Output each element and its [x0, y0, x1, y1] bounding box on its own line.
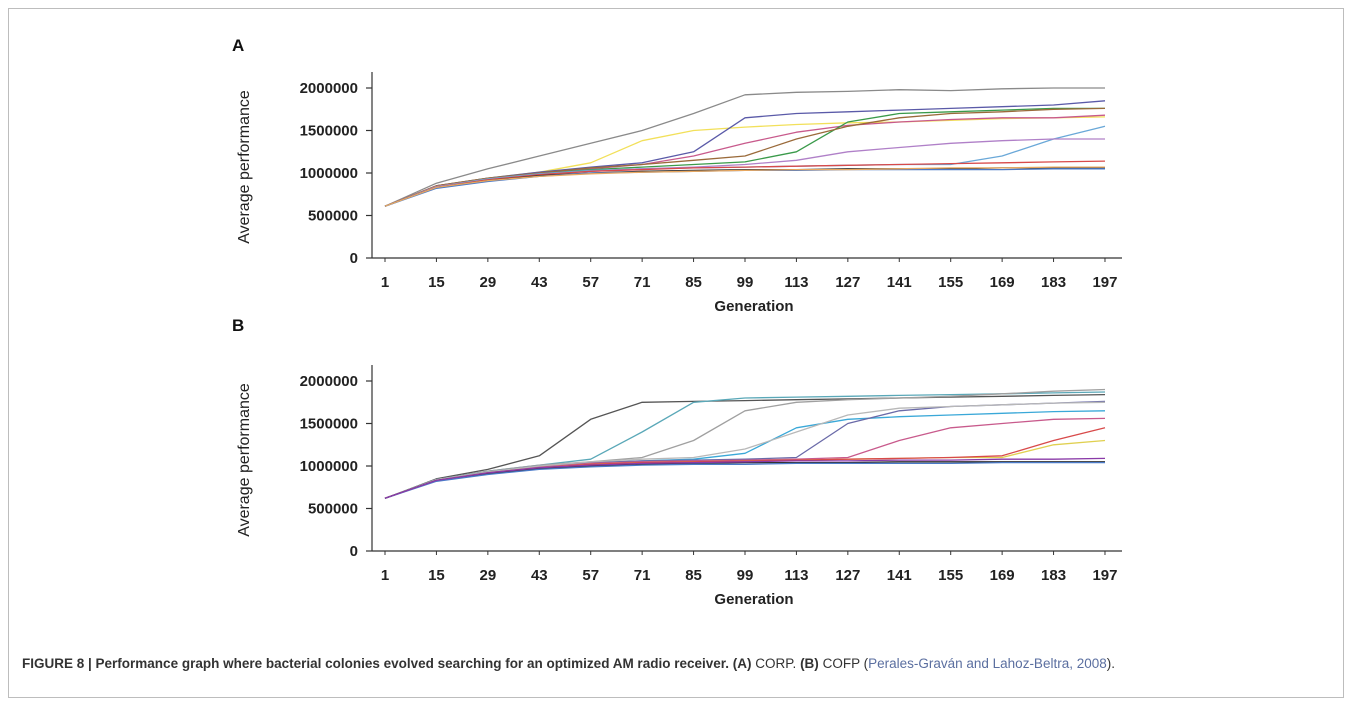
panel-a-label: A — [232, 36, 244, 55]
x-tick-label: 141 — [887, 567, 912, 584]
series-line — [384, 391, 1106, 499]
x-tick-label: 85 — [685, 274, 702, 291]
x-tick-label: 99 — [737, 274, 754, 291]
series-line — [384, 107, 1106, 207]
x-tick-label: 183 — [1041, 567, 1066, 584]
y-tick-label: 1500000 — [300, 123, 358, 140]
y-tick-label: 500000 — [308, 208, 358, 225]
y-tick-label: 1000000 — [300, 458, 358, 475]
panel-b-label: B — [232, 316, 244, 335]
y-tick-label: 0 — [350, 543, 358, 560]
x-tick-label: 155 — [938, 567, 963, 584]
y-axis-label: Average performance — [236, 383, 253, 537]
x-tick-label: 183 — [1041, 274, 1066, 291]
y-tick-label: 500000 — [308, 501, 358, 518]
x-tick-label: 15 — [428, 567, 445, 584]
y-tick-label: 2000000 — [300, 80, 358, 97]
panel-a: A 0 500000 1000000 1500000 2000000 1 15 29 43 57 7… — [232, 36, 1122, 315]
x-tick-label: 71 — [634, 274, 651, 291]
y-tick-label: 1000000 — [300, 165, 358, 182]
x-tick-label: 169 — [990, 567, 1015, 584]
series-line — [384, 100, 1106, 207]
x-tick-label: 15 — [428, 274, 445, 291]
x-axis-label: Generation — [714, 591, 793, 608]
series-line — [384, 400, 1106, 499]
x-tick-label: 29 — [480, 274, 497, 291]
x-tick-label: 169 — [990, 274, 1015, 291]
x-tick-label: 155 — [938, 274, 963, 291]
series-line — [384, 87, 1105, 207]
x-tick-label: 113 — [784, 274, 808, 291]
series-line — [384, 168, 1105, 207]
series-line — [384, 461, 1105, 499]
series-line — [384, 160, 1106, 207]
x-tick-label: 141 — [887, 274, 912, 291]
series-line — [384, 166, 1105, 207]
x-tick-label: 127 — [835, 567, 860, 584]
figure-caption: FIGURE 8 | Performance graph where bacte… — [22, 654, 1332, 673]
x-tick-label: 1 — [381, 274, 389, 291]
x-tick-label: 43 — [531, 567, 548, 584]
x-tick-label: 71 — [634, 567, 651, 584]
series-line — [384, 461, 1105, 499]
x-tick-label: 85 — [685, 567, 702, 584]
caption-b-tag: (B) — [800, 656, 819, 671]
series-line — [384, 388, 1106, 499]
caption-a-tag: (A) — [732, 656, 752, 671]
x-tick-label: 127 — [835, 274, 860, 291]
caption-end: ). — [1106, 656, 1115, 671]
x-tick-label: 29 — [480, 567, 497, 584]
caption-a-text: CORP. — [755, 656, 797, 671]
y-tick-label: 0 — [350, 250, 358, 267]
x-tick-label: 197 — [1092, 274, 1117, 291]
x-axis-label: Generation — [714, 298, 793, 315]
y-axis-label: Average performance — [236, 90, 253, 244]
series-line — [384, 417, 1106, 499]
caption-b-text: COFP ( — [822, 656, 869, 671]
series-line — [384, 167, 1105, 207]
series-line — [384, 138, 1105, 207]
x-tick-label: 43 — [531, 274, 548, 291]
panel-b-plot: 0 500000 1000000 1500000 2000000 1 15 29 43 57 71 8… — [236, 365, 1122, 608]
x-tick-label: 197 — [1092, 567, 1117, 584]
figure-frame — [8, 8, 1344, 698]
caption-label: FIGURE 8 | Performance graph where bacte… — [22, 656, 729, 671]
x-tick-label: 1 — [381, 567, 389, 584]
y-tick-label: 2000000 — [300, 373, 358, 390]
x-tick-label: 57 — [582, 274, 599, 291]
panel-a-plot: 0 500000 1000000 1500000 2000000 1 15 29 43 57 71 8… — [236, 72, 1122, 315]
y-tick-label: 1500000 — [300, 416, 358, 433]
series-line — [384, 393, 1106, 499]
x-tick-label: 99 — [737, 567, 754, 584]
series-line — [384, 114, 1106, 207]
series-line — [384, 457, 1106, 499]
x-tick-label: 57 — [582, 567, 599, 584]
series-line — [384, 401, 1106, 499]
caption-citation-link[interactable]: Perales-Graván and Lahoz-Beltra, 2008 — [868, 656, 1107, 671]
series-line — [384, 125, 1106, 207]
panel-b: B 0 500000 1000000 1500000 2000000 1 15 29 43 57 7… — [232, 316, 1122, 608]
x-tick-label: 113 — [784, 567, 808, 584]
